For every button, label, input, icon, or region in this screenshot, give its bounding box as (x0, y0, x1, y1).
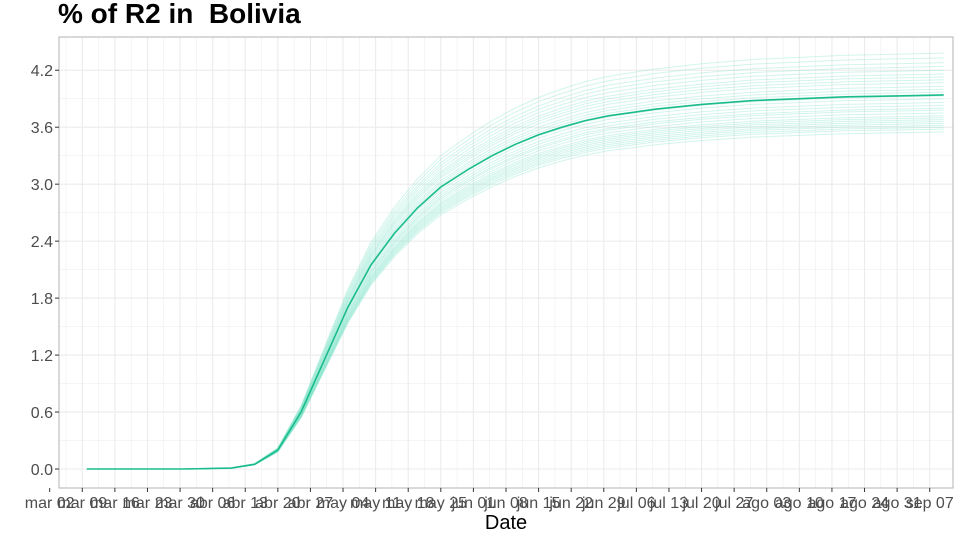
y-tick-label: 1.8 (31, 291, 53, 308)
y-tick-label: 0.0 (31, 462, 53, 479)
x-tick-label: ago 10 (775, 495, 824, 512)
simulation-line (86, 122, 944, 470)
y-tick-label: 0.6 (31, 405, 53, 422)
x-tick-label: jul 13 (649, 495, 688, 512)
x-tick-label: mar 02 (25, 495, 75, 512)
simulation-line (86, 57, 944, 470)
x-tick-label: may 11 (350, 495, 401, 512)
y-tick-label: 1.2 (31, 348, 53, 365)
x-tick-label: ago 24 (840, 495, 889, 512)
x-tick-label: may 18 (382, 495, 435, 512)
y-tick-label: 3.0 (31, 177, 53, 194)
main-series (86, 94, 944, 470)
x-tick-label: mar 23 (123, 495, 173, 512)
x-tick-label: jul 20 (681, 495, 720, 512)
x-axis-title: Date (485, 512, 527, 534)
simulation-line (86, 52, 944, 470)
simulation-line (86, 95, 944, 470)
simulation-line (86, 112, 944, 470)
x-tick-label: sep 07 (906, 495, 954, 512)
simulation-line (86, 79, 944, 470)
x-tick-label: may 25 (415, 495, 468, 512)
x-tick-label: ago 03 (742, 495, 791, 512)
simulation-line (86, 82, 944, 470)
x-tick-label: jun 22 (548, 495, 593, 512)
x-tick-label: mar 09 (57, 495, 107, 512)
simulation-line (86, 131, 944, 470)
y-tick-label: 4.2 (31, 63, 53, 80)
x-tick-label: abr 06 (190, 495, 235, 512)
x-tick-label: mar 30 (155, 495, 205, 512)
y-tick-label: 2.4 (31, 234, 53, 251)
x-tick-label: jul 06 (616, 495, 655, 512)
chart-title: % of R2 in Bolivia (58, 0, 301, 29)
x-tick-label: abr 20 (255, 495, 300, 512)
grid-lines (59, 37, 953, 488)
main-series-line (86, 94, 944, 470)
x-tick-label: jun 01 (451, 495, 496, 512)
x-tick-label: mar 16 (90, 495, 140, 512)
x-tick-label: ago 17 (807, 495, 856, 512)
x-tick-label: jun 15 (516, 495, 561, 512)
x-tick-label: ago 31 (873, 495, 922, 512)
simulation-line (86, 128, 944, 470)
x-tick-label: may 04 (317, 495, 370, 512)
x-tick-label: jul 27 (714, 495, 753, 512)
simulation-lines (86, 52, 944, 470)
simulation-line (86, 62, 944, 470)
y-tick-label: 3.6 (31, 120, 53, 137)
simulation-line (86, 98, 944, 470)
x-tick-label: jun 29 (581, 495, 626, 512)
x-tick-label: jun 08 (483, 495, 528, 512)
simulation-line (86, 76, 944, 470)
x-tick-label: abr 13 (223, 495, 268, 512)
x-tick-label: abr 27 (288, 495, 333, 512)
y-axis: 0.0 0.6 1.2 1.8 2.4 3.0 3.6 4.2 (31, 63, 59, 479)
